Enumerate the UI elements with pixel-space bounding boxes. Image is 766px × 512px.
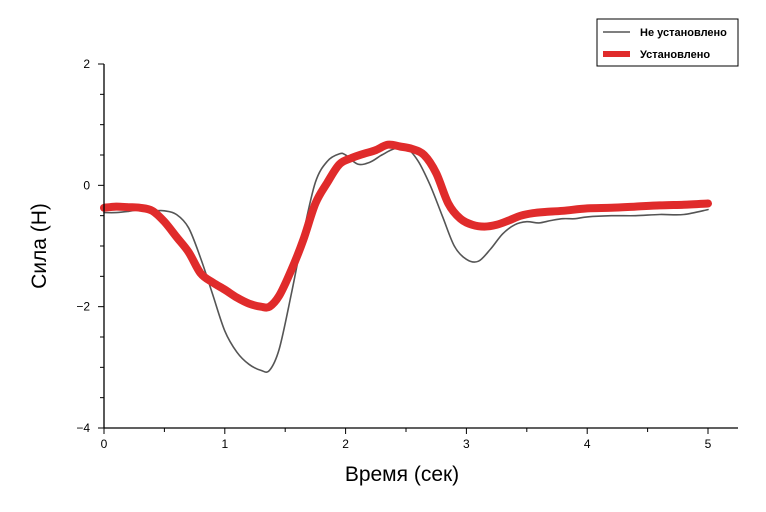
- y-tick-label: −2: [76, 300, 90, 314]
- series-line-installed: [100, 140, 712, 312]
- ticks-layer: 0 1 2 3 4 5 2 0 −2 −4: [76, 57, 711, 451]
- series-line-not-installed: [103, 146, 709, 373]
- y-tick-label: −4: [76, 421, 90, 435]
- legend-label-not-installed: Не установлено: [640, 27, 727, 39]
- series-layer: [100, 140, 712, 373]
- axes-layer: [103, 64, 738, 429]
- x-axis-title: Время (сек): [345, 463, 459, 486]
- x-tick-label: 4: [584, 437, 591, 451]
- legend-box: [596, 18, 739, 67]
- legend-label-installed: Установлено: [640, 49, 710, 61]
- y-tick-label: 0: [83, 178, 90, 192]
- x-tick-label: 3: [463, 437, 470, 451]
- x-tick-label: 2: [342, 437, 349, 451]
- y-tick-label: 2: [83, 57, 90, 71]
- legend: Не установлено Установлено: [596, 18, 739, 67]
- x-tick-label: 0: [101, 437, 108, 451]
- x-tick-label: 5: [705, 437, 712, 451]
- y-axis-title: Сила (Н): [28, 203, 51, 289]
- x-tick-label: 1: [221, 437, 228, 451]
